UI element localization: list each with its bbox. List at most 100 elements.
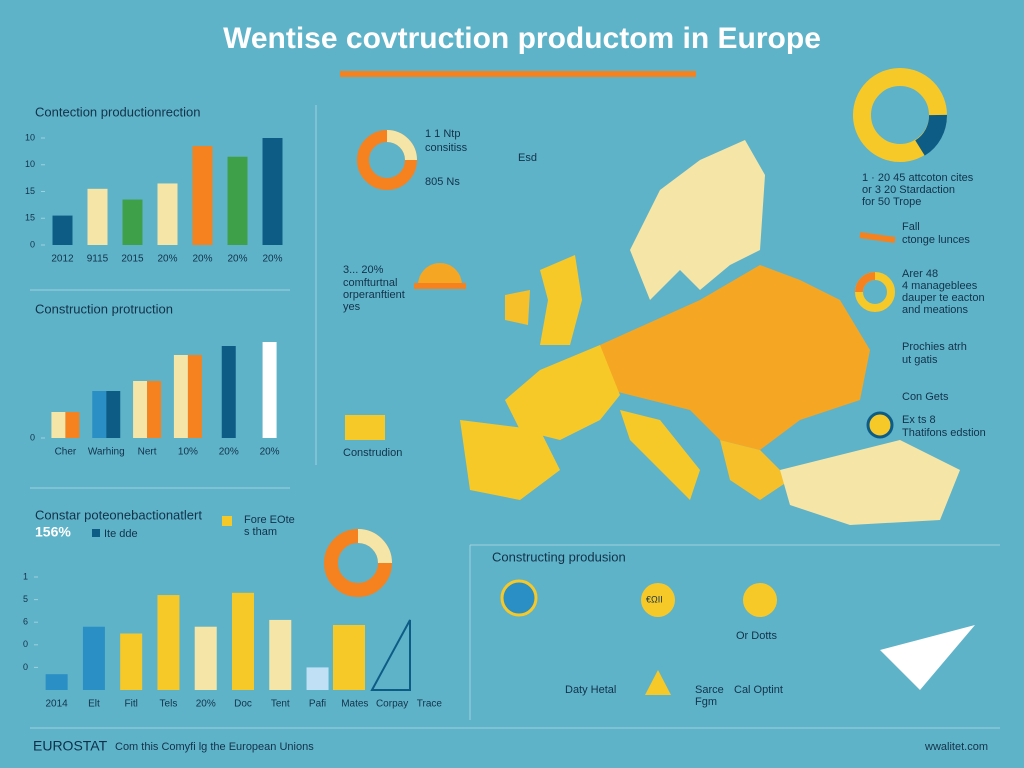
note: s tham (244, 526, 277, 538)
note: for 50 Trope (862, 196, 921, 208)
bar (262, 342, 277, 438)
note: Or Dotts (736, 630, 777, 642)
y-tick-label: 6 (23, 617, 28, 627)
note: Daty Hetal (565, 684, 616, 696)
bar (106, 391, 121, 438)
note: Ite dde (104, 528, 138, 540)
note: Sarce (695, 684, 724, 696)
x-tick-label: Cher (55, 447, 77, 458)
panel-title: Constructing produsion (492, 549, 626, 564)
x-tick-label: Mates (341, 699, 368, 710)
x-tick-label: 2014 (46, 699, 69, 710)
page-title: Wentise covtruction productom in Europe (223, 22, 821, 55)
x-tick-label: Trace (417, 699, 443, 710)
note: ut gatis (902, 354, 938, 366)
note: Construdion (343, 447, 402, 459)
y-tick-label: 0 (30, 432, 35, 442)
note: Fgm (695, 696, 717, 708)
y-tick-label: 0 (23, 662, 28, 672)
x-tick-label: 20% (262, 254, 282, 265)
y-tick-label: 10 (25, 132, 35, 142)
y-tick-label: 0 (30, 239, 35, 249)
x-tick-label: 2015 (121, 254, 144, 265)
note: consitiss (425, 142, 468, 154)
x-tick-label: 20% (192, 254, 212, 265)
note: Prochies atrh (902, 341, 967, 353)
note: comfturtnal (343, 277, 397, 289)
y-tick-label: 15 (25, 213, 35, 223)
x-tick-label: 10% (178, 447, 198, 458)
note: Esd (518, 152, 537, 164)
note: Ex ts 8 (902, 414, 936, 426)
chart-title: Construction protruction (35, 301, 173, 316)
chart-title: Contection productionrection (35, 104, 201, 119)
icon-label: €ΩII (646, 594, 663, 604)
bar (187, 355, 202, 438)
bar (65, 412, 80, 438)
decor (324, 68, 975, 695)
title-rule (340, 71, 696, 77)
y-tick-label: 15 (25, 186, 35, 196)
x-tick-label: Warhing (88, 447, 125, 458)
note: Fore EOte (244, 514, 295, 526)
x-tick-label: Tent (271, 699, 290, 710)
note: 4 manageblees (902, 280, 978, 292)
x-tick-label: 20% (227, 254, 247, 265)
note: 805 Ns (425, 176, 460, 188)
site: wwalitet.com (924, 741, 988, 753)
bar (82, 626, 105, 690)
x-tick-label: Tels (160, 699, 178, 710)
note: Con Gets (902, 391, 949, 403)
note: 1 · 20 45 attcoton cites (862, 172, 974, 184)
x-tick-label: 2012 (51, 254, 74, 265)
bar (133, 381, 148, 438)
note: and meations (902, 304, 969, 316)
bar (173, 355, 188, 438)
note: Thatifons edstion (902, 427, 986, 439)
note: or 3 20 Stardaction (862, 184, 955, 196)
note: 156% (35, 524, 71, 540)
note: dauper te eacton (902, 292, 985, 304)
bar (92, 391, 107, 438)
note: ctonge lunces (902, 234, 970, 246)
bar (147, 381, 162, 438)
credit: Com this Comyfi lg the European Unions (115, 741, 314, 753)
note: Fall (902, 221, 920, 233)
note: orperanftient (343, 289, 405, 301)
x-tick-label: Pafi (309, 699, 326, 710)
x-tick-label: Fitl (125, 699, 138, 710)
right-notes: 1 · 20 45 attcoton cites or 3 20 Stardac… (862, 172, 986, 439)
x-tick-label: 20% (260, 447, 280, 458)
bar (269, 619, 292, 690)
bar (232, 592, 254, 690)
bar (120, 633, 143, 690)
bar (262, 138, 283, 245)
bar (306, 667, 329, 690)
chart-title: Constar poteonebactionatlert (35, 507, 202, 522)
y-tick-label: 1 (23, 571, 28, 581)
x-tick-label: 20% (219, 447, 239, 458)
x-tick-label: 20% (157, 254, 177, 265)
note: 3... 20% (343, 264, 384, 276)
y-tick-label: 10 (25, 159, 35, 169)
europe-map (460, 140, 960, 525)
note: 1 1 Ntp (425, 128, 460, 140)
bar (122, 199, 143, 245)
bar (194, 626, 217, 690)
bar (221, 346, 236, 438)
x-tick-label: Corpay (376, 699, 408, 710)
bar (45, 674, 68, 690)
note: yes (343, 301, 361, 313)
note: Cal Optint (734, 684, 783, 696)
brand: EUROSTAT (33, 738, 108, 754)
bar (227, 156, 248, 245)
x-tick-label: Elt (88, 699, 100, 710)
bar (157, 183, 178, 245)
x-tick-label: 9115 (87, 254, 109, 265)
bar (157, 595, 180, 690)
bar (51, 412, 66, 438)
note: Arer 48 (902, 268, 938, 280)
x-tick-label: Doc (234, 699, 252, 710)
y-tick-label: 5 (23, 594, 28, 604)
